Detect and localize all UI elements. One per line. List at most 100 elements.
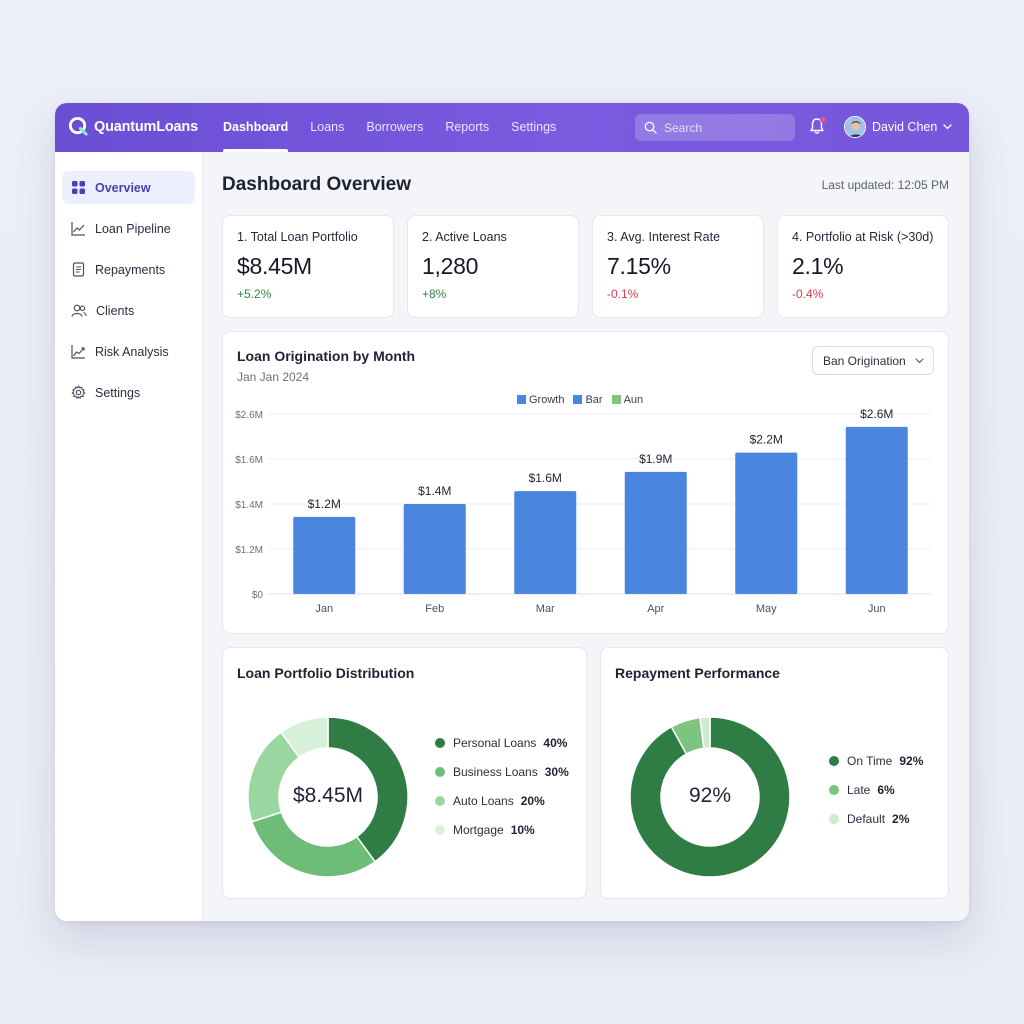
nav-loans[interactable]: Loans [310,120,345,134]
donut-slice [629,716,791,878]
donut-slice [250,811,377,878]
document-icon [72,262,85,277]
chevron-down-icon [915,358,924,364]
kpi-value: $8.45M [237,253,312,279]
legend-item: Aun [611,394,643,406]
distribution-donut-chart [247,716,409,878]
sidebar-item-label: Settings [95,385,141,400]
chart-legend: Growth Bar Aun [517,394,643,406]
logo-icon [68,116,88,136]
legend-row: Personal Loans 40% [435,728,569,757]
chart-subtitle: Jan Jan 2024 [237,370,310,384]
legend-row: Default 2% [829,804,923,833]
kpi-value: 1,280 [422,253,479,279]
sidebar-item-risk-analysis[interactable]: Risk Analysis [62,335,195,368]
origination-bar-chart: $0 $1.2M $1.4M $1.6M $2.6M $1.2M Jan $1.4M Feb $1… [235,407,931,615]
chart-title: Loan Origination by Month [237,348,416,364]
sidebar-item-label: Clients [96,303,135,318]
kpi-delta: +5.2% [237,287,272,301]
bar [735,452,798,594]
kpi-card-portfolio-at-risk[interactable]: 4. Portfolio at Risk (>30d) 2.1% -0.4% [777,215,949,318]
sidebar-item-loan-pipeline[interactable]: Loan Pipeline [62,212,195,245]
legend-item: Growth [517,394,564,406]
dropdown-value: Ban Origination [823,353,906,368]
x-tick-label: Apr [647,603,664,615]
donut-slice [699,716,711,750]
legend-row: Late 6% [829,775,923,804]
nav-borrowers[interactable]: Borrowers [366,120,424,134]
nav-settings[interactable]: Settings [511,120,557,134]
kpi-card-total-portfolio[interactable]: 1. Total Loan Portfolio $8.45M +5.2% [222,215,394,318]
legend-row: Mortgage 10% [435,815,569,844]
kpi-delta: -0.4% [792,287,824,301]
repayment-title: Repayment Performance [615,665,780,681]
kpi-card-active-loans[interactable]: 2. Active Loans 1,280 +8% [407,215,579,318]
user-name: David Chen [872,120,938,134]
y-tick-label: $2.6M [235,410,263,421]
kpi-value: 2.1% [792,253,844,279]
sidebar-item-label: Overview [95,180,151,195]
kpi-delta: +8% [422,287,447,301]
bar-value-label: $1.6M [529,471,562,485]
chart-type-dropdown[interactable]: Ban Origination [812,346,934,375]
kpi-label: 2. Active Loans [422,230,507,244]
notification-badge [820,116,827,123]
bar [845,426,908,594]
top-nav: Dashboard Loans Borrowers Reports Settin… [223,103,578,152]
nav-reports[interactable]: Reports [445,120,490,134]
bar-value-label: $1.9M [639,452,672,466]
bar [624,471,687,594]
users-icon [71,304,87,317]
notifications-button[interactable] [809,116,827,137]
search-input[interactable] [664,120,784,135]
repayment-legend: On Time 92% Late 6% Default 2% [829,746,923,833]
app-name: QuantumLoans [94,118,198,135]
page-title: Dashboard Overview [222,174,412,195]
repayment-performance-card: Repayment Performance 92% On Time 92% Lat… [600,647,949,899]
repayment-donut-chart [629,716,791,878]
trend-icon [71,345,85,359]
y-tick-label: $0 [252,590,264,601]
portfolio-distribution-card: Loan Portfolio Distribution $8.45M Perso… [222,647,587,899]
search-icon [644,121,657,134]
bar-value-label: $2.6M [860,407,893,421]
origination-chart-card: $0 $1.2M $1.4M $1.6M $2.6M $1.2M Jan $1.4M Feb $1… [222,331,949,634]
search-box [635,114,795,141]
x-tick-label: Jun [868,603,886,615]
kpi-label: 4. Portfolio at Risk (>30d) [792,230,934,244]
sidebar-item-clients[interactable]: Clients [62,294,195,327]
x-tick-label: Mar [536,603,555,615]
line-chart-icon [71,222,85,236]
distribution-title: Loan Portfolio Distribution [237,665,415,681]
distribution-legend: Personal Loans 40% Business Loans 30% Auto… [435,728,569,844]
kpi-card-avg-interest[interactable]: 3. Avg. Interest Rate 7.15% -0.1% [592,215,764,318]
bar [403,504,466,594]
bar-value-label: $1.4M [418,484,451,498]
sidebar-item-label: Repayments [95,262,166,277]
legend-row: Business Loans 30% [435,757,569,786]
last-updated: Last updated: 12:05 PM [821,178,949,192]
sidebar-item-repayments[interactable]: Repayments [62,253,195,286]
y-tick-label: $1.4M [235,500,263,511]
logo[interactable]: QuantumLoans [68,116,198,137]
top-bar: QuantumLoans Dashboard Loans Borrowers R… [55,103,969,152]
legend-item: Bar [573,394,603,406]
y-tick-label: $1.6M [235,455,263,466]
grid-icon [72,181,85,194]
sidebar-item-label: Loan Pipeline [95,221,171,236]
x-tick-label: May [756,603,777,615]
bar [293,516,356,594]
legend-row: Auto Loans 20% [435,786,569,815]
donut-center-label: $8.45M [292,784,364,807]
x-tick-label: Feb [425,603,444,615]
x-tick-label: Jan [315,603,333,615]
y-tick-label: $1.2M [235,545,263,556]
legend-row: On Time 92% [829,746,923,775]
bar [514,491,577,594]
user-menu[interactable]: David Chen [844,116,952,138]
sidebar-item-overview[interactable]: Overview [62,171,195,204]
sidebar-item-settings[interactable]: Settings [62,376,195,409]
kpi-value: 7.15% [607,253,671,279]
avatar [844,116,866,138]
nav-dashboard[interactable]: Dashboard [223,103,289,152]
